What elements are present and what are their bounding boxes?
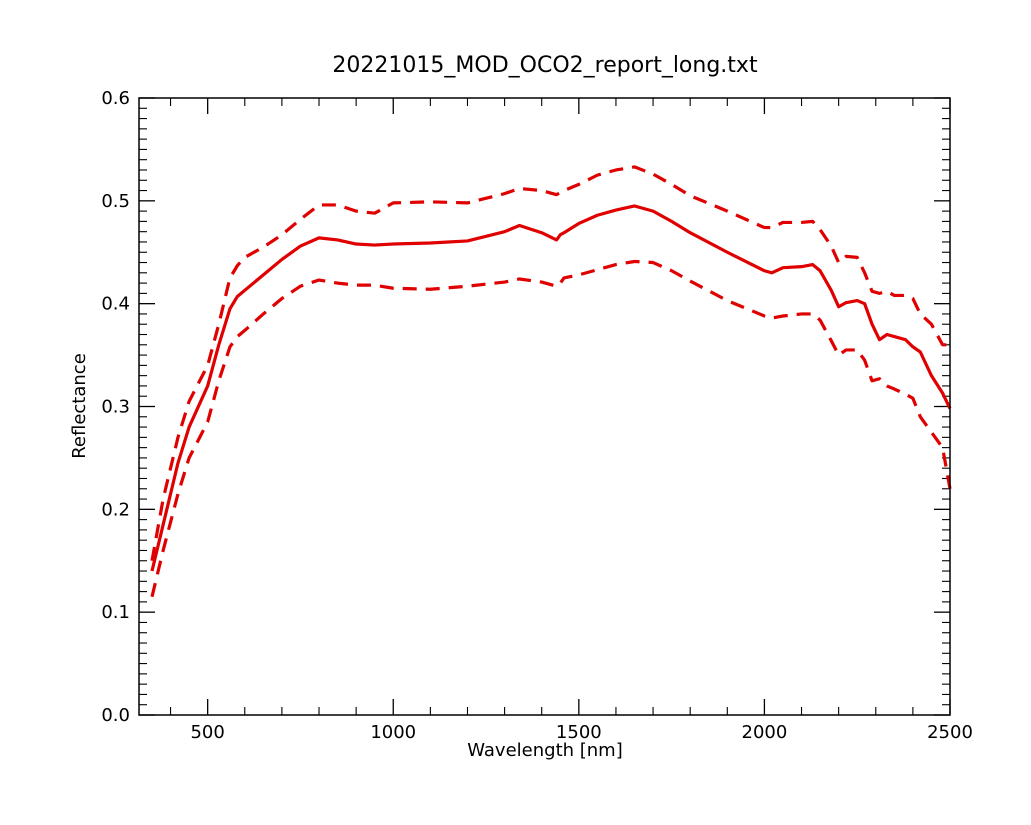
mean-reflectance-line [150, 204, 952, 572]
y-tick-label: 0.0 [101, 705, 130, 726]
y-tick-label: 0.4 [101, 294, 130, 315]
y-tick-label: 0.6 [101, 88, 130, 109]
y-tick-label: 0.5 [101, 191, 130, 212]
x-axis-label: Wavelength [nm] [467, 740, 623, 761]
data-series [150, 165, 952, 598]
x-tick-label: 1500 [556, 722, 602, 743]
y-tick-label: 0.2 [101, 499, 130, 520]
y-tick-label: 0.3 [101, 397, 130, 418]
upper-bound-dashed-line [150, 165, 950, 562]
chart-title: 20221015_MOD_OCO2_report_long.txt [332, 53, 758, 78]
x-tick-label: 2000 [742, 722, 788, 743]
axis-ticks [139, 97, 951, 716]
x-tick-label: 2500 [927, 722, 973, 743]
tick-labels: 500 1000 1500 2000 2500 0.0 0.1 0.2 0.3 0.4 0.5 0.6 [101, 88, 973, 743]
x-tick-label: 1000 [370, 722, 416, 743]
x-tick-label: 500 [190, 722, 224, 743]
lower-bound-dashed-line [150, 259, 952, 598]
y-axis-label: Reflectance [69, 353, 90, 459]
y-tick-label: 0.1 [101, 602, 130, 623]
plot-frame [138, 97, 951, 716]
